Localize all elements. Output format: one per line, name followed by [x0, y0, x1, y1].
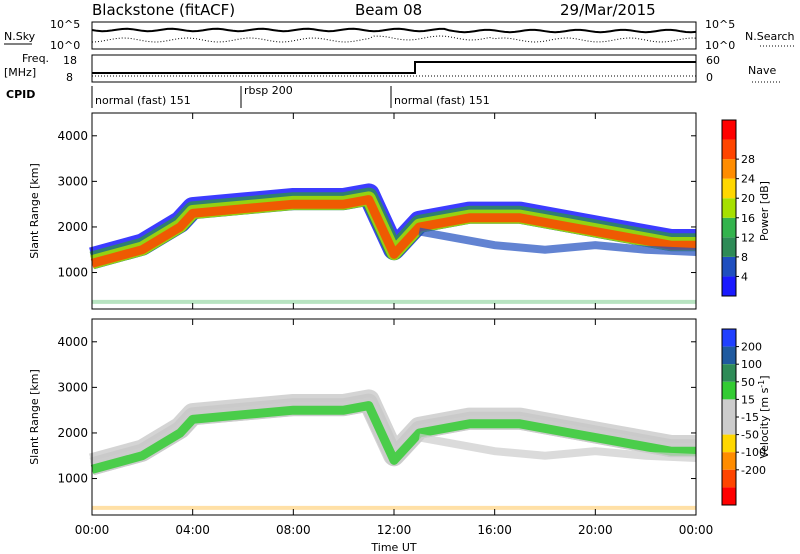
nsky-frame: [91, 21, 697, 50]
power-colorbar-tick-label: 24: [741, 173, 755, 186]
velocity-panel: 1000 2000 3000 4000 Slant Range [km] 200 100…: [28, 318, 772, 516]
ground-scatter-strip: [92, 505, 696, 510]
cpid-segment-1: rbsp 200: [244, 84, 293, 97]
nsky-tick-top: 10^5: [50, 18, 80, 31]
y-tick-label: 3000: [57, 174, 88, 188]
power-colorbar-swatch: [722, 256, 736, 277]
power-colorbar-swatch: [722, 276, 736, 296]
velocity-colorbar-swatch: [722, 452, 736, 470]
power-colorbar-swatch: [722, 237, 736, 257]
velocity-colorbar-swatch: [722, 399, 736, 417]
cpid-label: CPID: [6, 88, 35, 101]
power-echo-bands: [89, 183, 697, 304]
beam-title: Beam 08: [355, 1, 422, 19]
echo-band-layer-3: [90, 401, 696, 474]
freq-tick-bottom: 8: [66, 71, 73, 84]
velocity-echo-bands: [89, 389, 697, 510]
x-tick-label: 00:00: [679, 523, 714, 537]
freq-frame: [91, 54, 697, 83]
x-tick-label: 16:00: [477, 523, 512, 537]
velocity-y-ticks: 1000 2000 3000 4000: [57, 335, 696, 486]
cpid-panel: CPID normal (fast) 151 rbsp 200 normal (…: [6, 84, 490, 108]
y-tick-label: 2000: [57, 426, 88, 440]
power-colorbar-swatch: [722, 120, 736, 140]
velocity-colorbar-tick-label: -50: [741, 429, 759, 442]
velocity-colorbar-swatch: [722, 346, 736, 365]
power-colorbar-tick-label: 4: [741, 270, 748, 283]
nave-label: Nave: [748, 64, 776, 77]
y-tick-label: 1000: [57, 472, 88, 486]
nsearch-label: N.Search: [745, 30, 795, 43]
x-tick-label: 20:00: [578, 523, 613, 537]
nsky-series-line: [91, 27, 697, 34]
velocity-colorbar-swatch: [722, 329, 736, 347]
cpid-segment-0: normal (fast) 151: [95, 94, 191, 107]
xaxis-label: Time UT: [370, 541, 416, 554]
velocity-colorbar-tick-label: 100: [741, 358, 762, 371]
power-ylabel: Slant Range [km]: [28, 163, 41, 259]
nave-tick-bottom: 0: [706, 71, 713, 84]
velocity-colorbar-swatch: [722, 434, 736, 453]
freq-panel: Freq. [MHz] 18 8 60 0 Nave: [4, 52, 782, 84]
velocity-colorbar-tick-label: -100: [741, 446, 766, 459]
velocity-colorbar-swatch: [722, 364, 736, 382]
velocity-colorbar-tick-label: 15: [741, 393, 755, 406]
time-axis: 00:00 04:00 08:00 12:00 16:00 20:00 00:00: [75, 113, 714, 537]
power-colorbar-swatch: [722, 159, 736, 179]
nave-tick-top: 60: [706, 54, 720, 67]
x-tick-label: 00:00: [75, 523, 110, 537]
freq-series-line: [92, 61, 696, 74]
velocity-colorbar-label: Velocity [m s-1]: [757, 375, 772, 458]
power-colorbar-label: Power [dB]: [758, 181, 771, 241]
y-tick-label: 1000: [57, 266, 88, 280]
date-title: 29/Mar/2015: [560, 1, 656, 19]
y-tick-label: 3000: [57, 380, 88, 394]
velocity-colorbar-swatch: [722, 417, 736, 435]
station-title: Blackstone (fitACF): [92, 1, 235, 19]
nsearch-tick-bottom: 10^0: [705, 39, 735, 52]
freq-tick-top: 18: [63, 54, 77, 67]
power-colorbar-swatch: [722, 139, 736, 160]
power-colorbar-swatch: [722, 217, 736, 238]
power-colorbar-tick-label: 12: [741, 231, 755, 244]
nsearch-tick-top: 10^5: [705, 18, 735, 31]
nsky-label: N.Sky: [4, 30, 36, 43]
nsky-panel: N.Sky 10^5 10^0 10^5 10^0 N.Search: [4, 18, 796, 52]
power-panel: 1000 2000 3000 4000 Slant Range [km] 4 8 12 16…: [28, 112, 771, 310]
y-tick-label: 2000: [57, 220, 88, 234]
power-colorbar-swatch: [722, 198, 736, 218]
x-tick-label: 08:00: [276, 523, 311, 537]
velocity-colorbar-tick-label: -15: [741, 411, 759, 424]
power-colorbar-tick-label: 28: [741, 153, 755, 166]
ground-scatter-strip: [92, 299, 696, 304]
freq-unit: [MHz]: [4, 66, 36, 79]
velocity-colorbar-swatch: [722, 381, 736, 400]
velocity-colorbar-swatch: [722, 469, 736, 488]
velocity-colorbar-tick-label: 200: [741, 341, 762, 354]
velocity-colorbar-swatch: [722, 487, 736, 505]
power-colorbar-swatch: [722, 178, 736, 199]
y-tick-label: 4000: [57, 335, 88, 349]
x-tick-label: 12:00: [377, 523, 412, 537]
freq-label: Freq.: [22, 52, 49, 65]
x-tick-label: 04:00: [175, 523, 210, 537]
cpid-segment-2: normal (fast) 151: [394, 94, 490, 107]
velocity-ylabel: Slant Range [km]: [28, 369, 41, 465]
power-colorbar-tick-label: 20: [741, 192, 755, 205]
y-tick-label: 4000: [57, 129, 88, 143]
echo-band-secondary: [418, 433, 697, 462]
power-colorbar-tick-label: 8: [741, 251, 748, 264]
velocity-colorbar-tick-label: -200: [741, 464, 766, 477]
echo-band-secondary: [418, 227, 697, 256]
velocity-colorbar: 200 100 50 15 -15 -50 -100 -200: [721, 328, 766, 506]
power-colorbar: 4 8 12 16 20 24 28: [721, 119, 755, 297]
velocity-colorbar-tick-label: 50: [741, 376, 755, 389]
power-colorbar-tick-label: 16: [741, 212, 755, 225]
echo-band-layer-3: [90, 195, 696, 268]
power-y-ticks: 1000 2000 3000 4000: [57, 129, 696, 280]
nsky-tick-bottom: 10^0: [50, 39, 80, 52]
nsearch-series-line: [91, 35, 697, 43]
power-colorbar-frame: [721, 119, 737, 297]
